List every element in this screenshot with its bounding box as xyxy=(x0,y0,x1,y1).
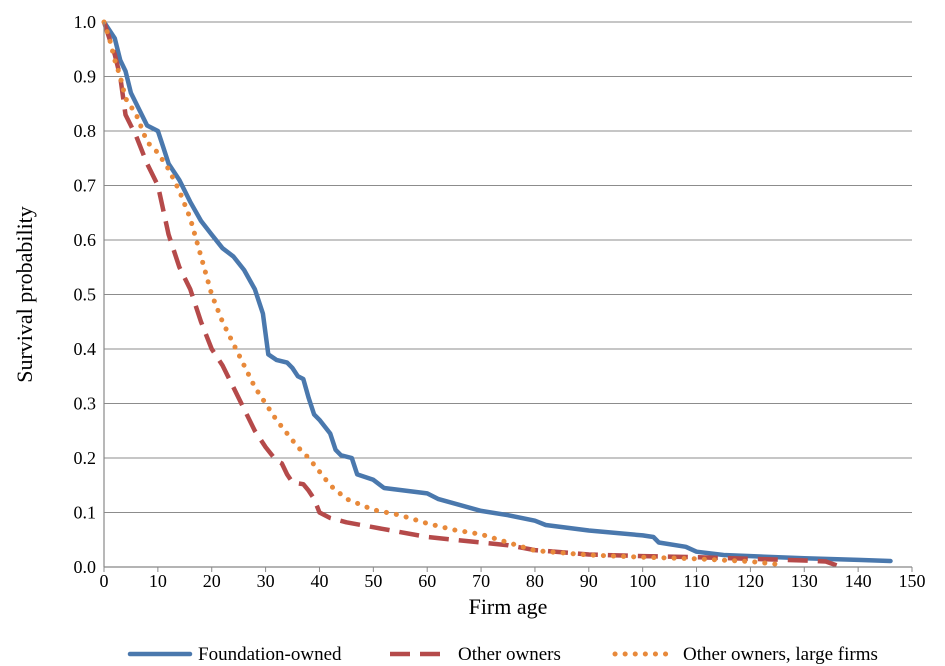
x-tick-label: 60 xyxy=(418,571,436,591)
y-tick-label: 1.0 xyxy=(74,12,97,32)
x-tick-label: 120 xyxy=(737,571,764,591)
y-tick-label: 0.1 xyxy=(74,503,97,523)
x-tick-label: 20 xyxy=(203,571,221,591)
x-tick-label: 130 xyxy=(791,571,818,591)
y-axis-title: Survival probability xyxy=(12,206,37,383)
y-tick-label: 0.6 xyxy=(74,230,97,250)
x-tick-label: 140 xyxy=(845,571,872,591)
y-tick-label: 0.0 xyxy=(74,557,97,577)
y-tick-label: 0.3 xyxy=(74,394,97,414)
x-tick-label: 40 xyxy=(310,571,328,591)
grid-lines xyxy=(104,21,912,513)
y-tick-label: 0.4 xyxy=(74,339,97,359)
x-axis-tick-labels: 0 10 20 30 40 50 60 70 80 90 100 110 120 130 140 150 xyxy=(100,567,926,591)
x-tick-label: 30 xyxy=(257,571,275,591)
x-tick-label: 80 xyxy=(526,571,544,591)
x-tick-label: 90 xyxy=(580,571,598,591)
y-tick-label: 0.9 xyxy=(74,67,97,87)
y-tick-label: 0.8 xyxy=(74,121,97,141)
y-tick-label: 0.5 xyxy=(74,285,97,305)
legend: Foundation-owned Other owners Other owners… xyxy=(127,644,878,665)
x-tick-label: 0 xyxy=(100,571,109,591)
x-tick-label: 10 xyxy=(149,571,167,591)
series-line-2 xyxy=(101,21,838,568)
series-lines xyxy=(101,19,893,568)
x-tick-label: 110 xyxy=(683,571,709,591)
legend-label: Other owners xyxy=(458,644,561,665)
x-tick-label: 150 xyxy=(899,571,926,591)
x-tick-label: 70 xyxy=(472,571,490,591)
y-tick-label: 0.7 xyxy=(74,176,97,196)
legend-label: Foundation-owned xyxy=(198,644,342,665)
series-line-3 xyxy=(101,19,780,567)
legend-label: Other owners, large firms xyxy=(683,644,878,665)
y-axis-tick-labels: 0.0 0.1 0.2 0.3 0.4 0.5 0.6 0.7 0.8 0.9 1.0 xyxy=(74,12,97,577)
series-line-1 xyxy=(101,19,893,564)
x-axis-title: Firm age xyxy=(469,594,548,619)
y-tick-label: 0.2 xyxy=(74,448,97,468)
x-tick-label: 50 xyxy=(364,571,382,591)
x-tick-label: 100 xyxy=(629,571,656,591)
